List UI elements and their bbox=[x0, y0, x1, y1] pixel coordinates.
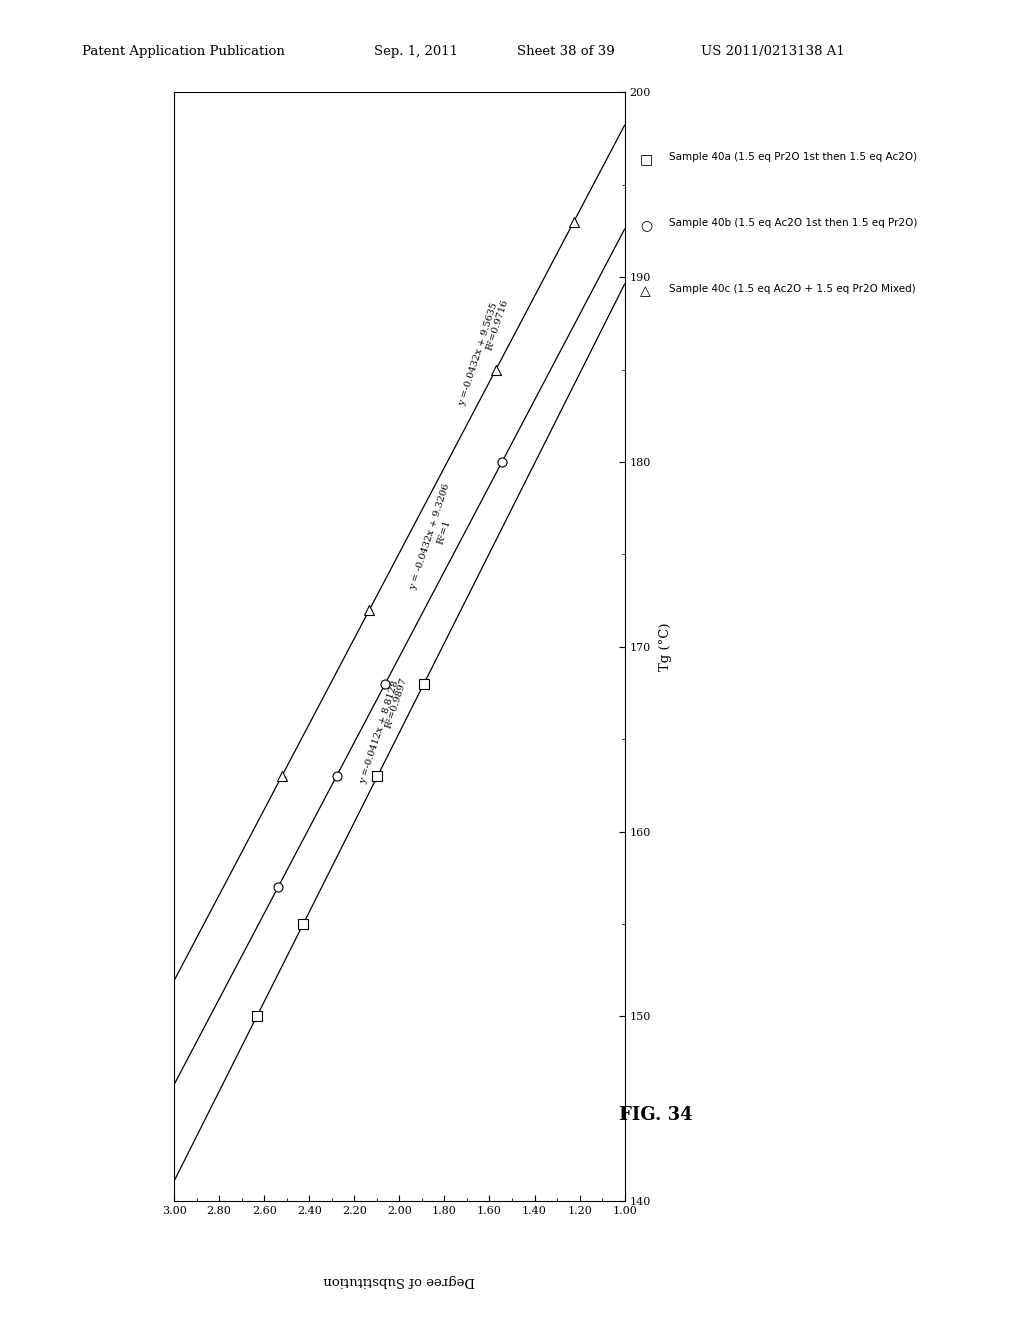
Text: R²=1: R²=1 bbox=[435, 519, 452, 545]
Text: Sample 40a (1.5 eq Pr2O 1st then 1.5 eq Ac2O): Sample 40a (1.5 eq Pr2O 1st then 1.5 eq … bbox=[669, 152, 916, 162]
Text: □: □ bbox=[640, 152, 653, 166]
Text: ○: ○ bbox=[640, 218, 652, 232]
Text: Sheet 38 of 39: Sheet 38 of 39 bbox=[517, 45, 614, 58]
Text: Patent Application Publication: Patent Application Publication bbox=[82, 45, 285, 58]
Text: Sep. 1, 2011: Sep. 1, 2011 bbox=[374, 45, 458, 58]
Text: R²=0.9897: R²=0.9897 bbox=[384, 677, 409, 730]
Text: △: △ bbox=[640, 284, 650, 298]
Text: FIG. 34: FIG. 34 bbox=[618, 1106, 692, 1125]
Text: y =-0.0432x + 9.5635: y =-0.0432x + 9.5635 bbox=[458, 301, 500, 407]
Text: Sample 40c (1.5 eq Ac2O + 1.5 eq Pr2O Mixed): Sample 40c (1.5 eq Ac2O + 1.5 eq Pr2O Mi… bbox=[669, 284, 915, 294]
Y-axis label: Tg (°C): Tg (°C) bbox=[659, 623, 672, 671]
Text: y =-0.0412x + 8.8128: y =-0.0412x + 8.8128 bbox=[358, 680, 400, 785]
Text: US 2011/0213138 A1: US 2011/0213138 A1 bbox=[701, 45, 845, 58]
Text: y = -0.0432x + 9.3206: y = -0.0432x + 9.3206 bbox=[409, 483, 452, 591]
Text: Degree of Substitution: Degree of Substitution bbox=[324, 1274, 475, 1287]
Text: R²=0.9716: R²=0.9716 bbox=[485, 298, 510, 351]
Text: Sample 40b (1.5 eq Ac2O 1st then 1.5 eq Pr2O): Sample 40b (1.5 eq Ac2O 1st then 1.5 eq … bbox=[669, 218, 918, 228]
